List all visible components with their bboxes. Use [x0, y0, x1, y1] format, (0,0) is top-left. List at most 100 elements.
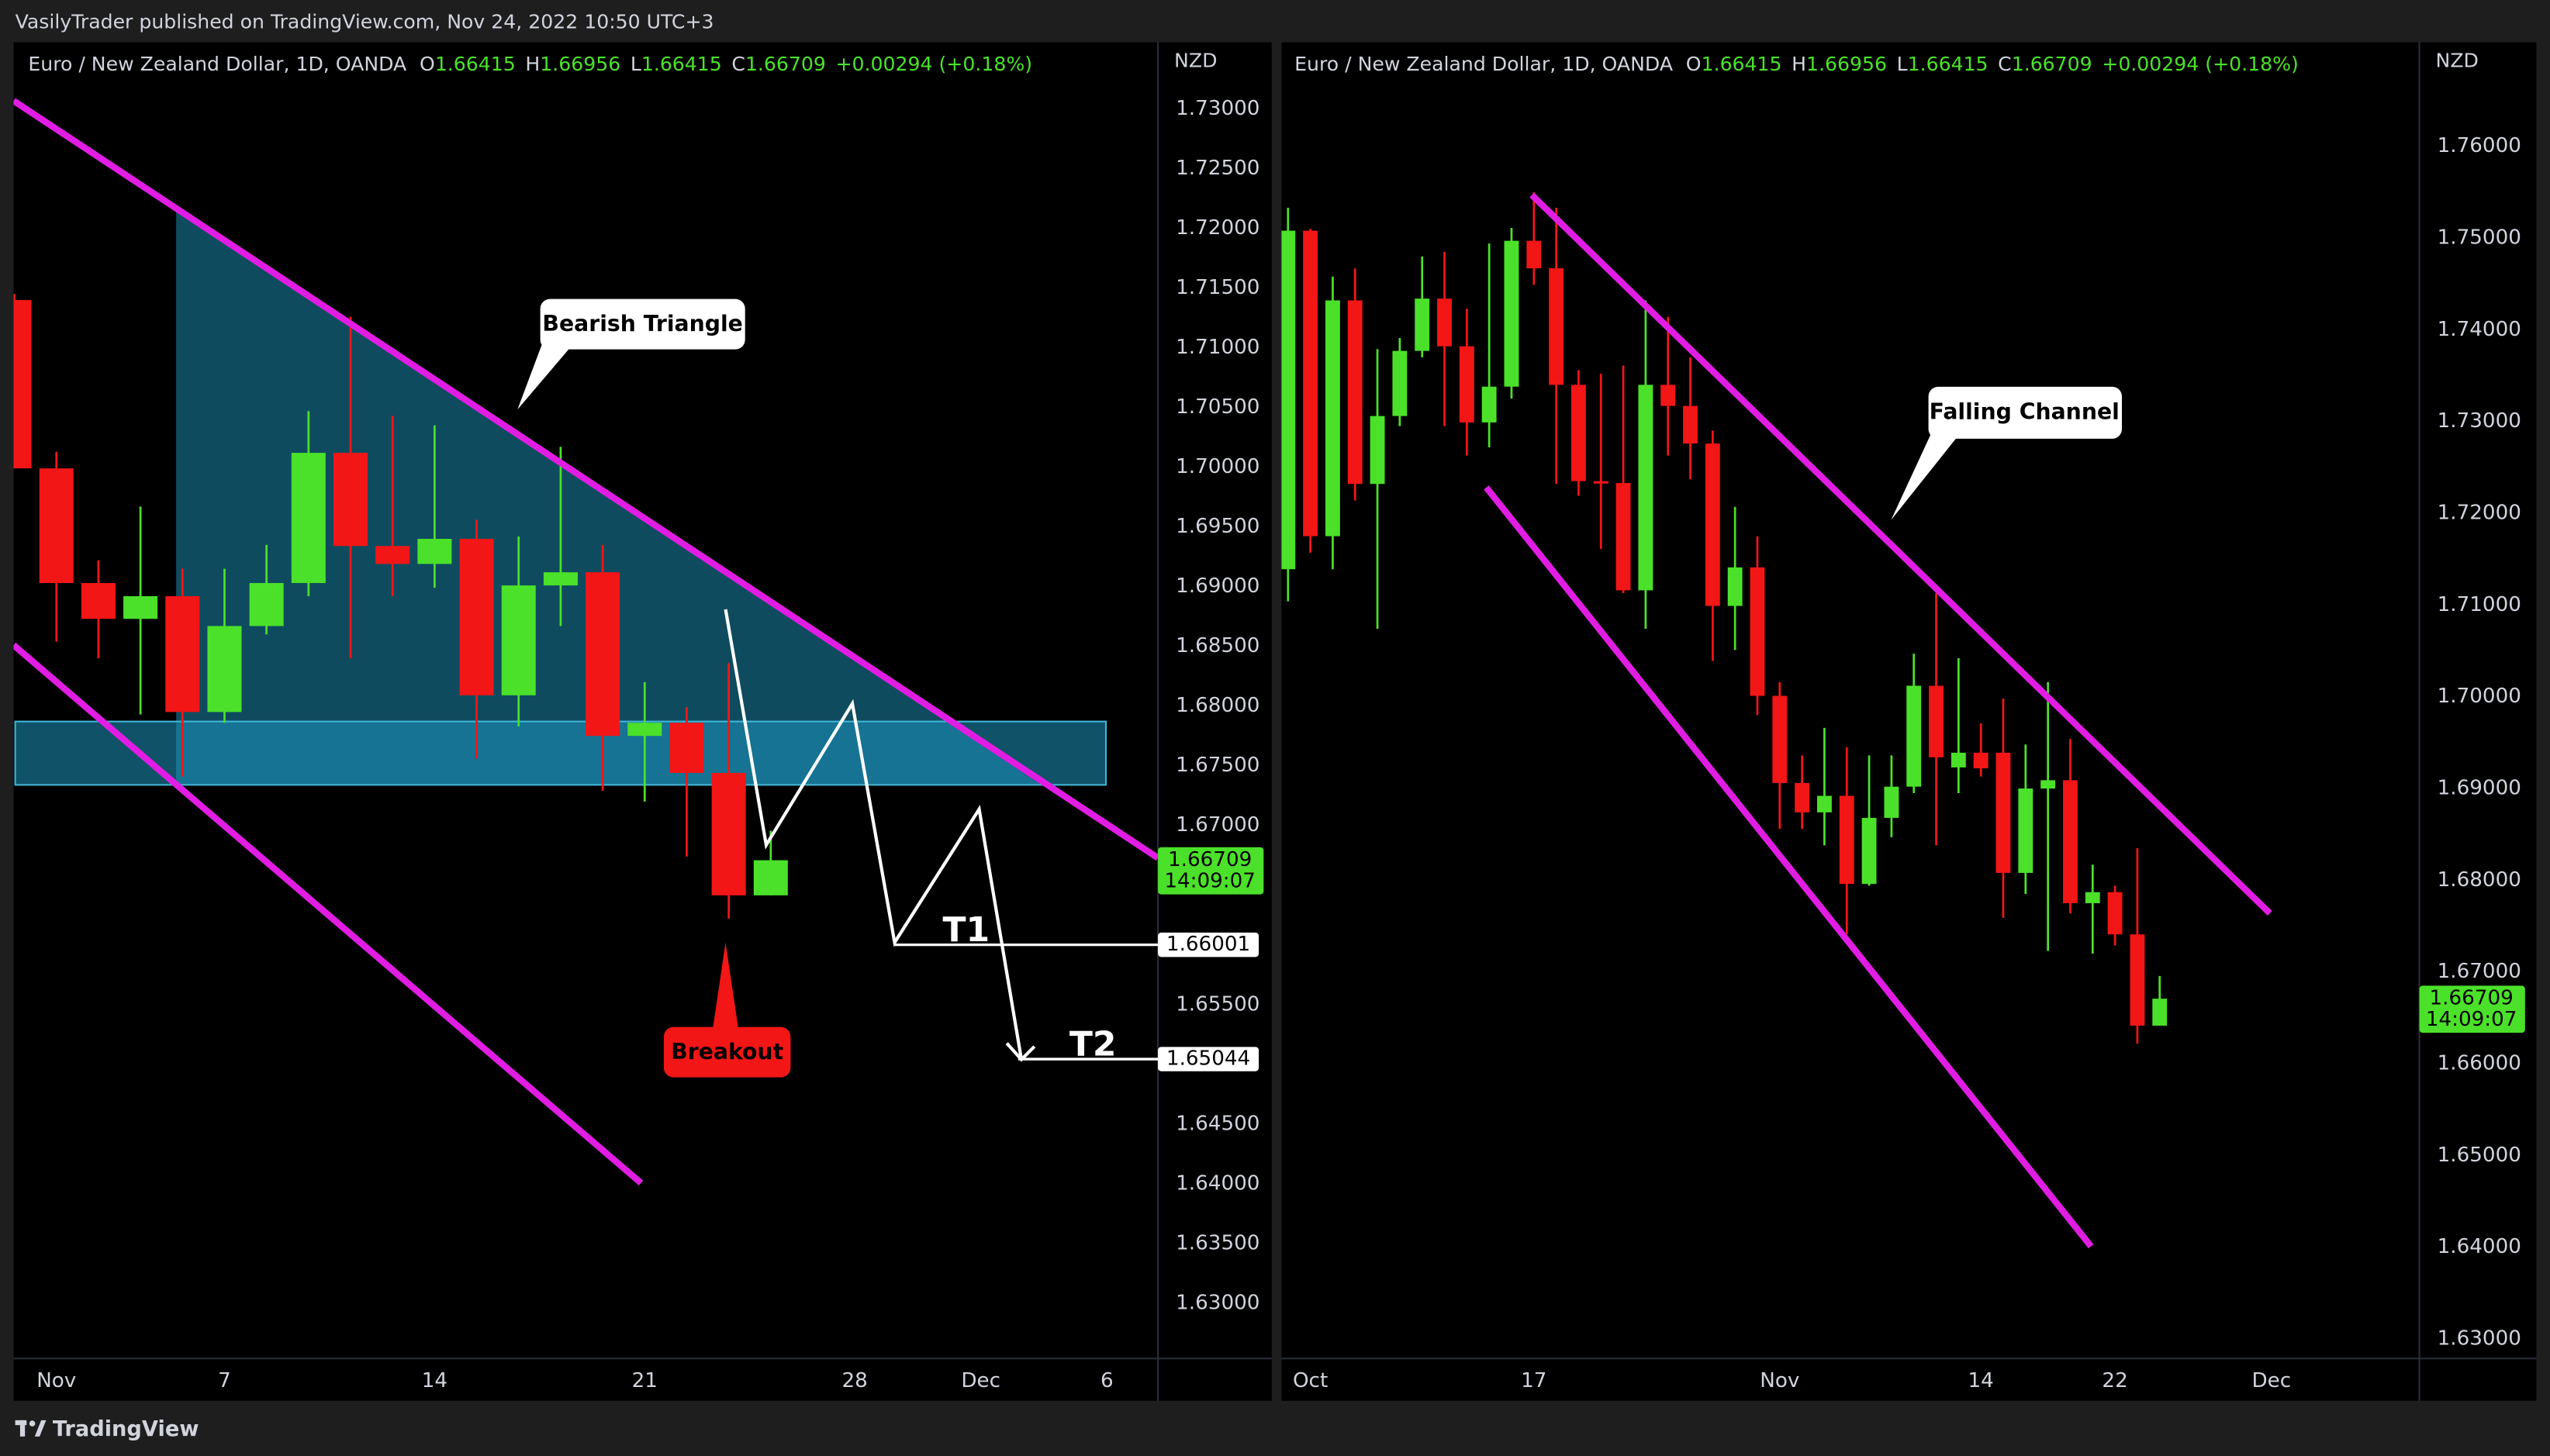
candle-body	[1303, 230, 1318, 537]
support-zone	[14, 720, 1107, 786]
candle-body	[1325, 300, 1340, 537]
legend-item: 1.66956	[540, 53, 620, 75]
logo-part	[19, 1420, 26, 1437]
y-tick-label: 1.64000	[2438, 1235, 2521, 1258]
candle-body	[165, 595, 200, 712]
publish-info: VasilyTrader published on TradingView.co…	[16, 10, 714, 33]
candle-body	[375, 546, 410, 564]
legend-item: 1.66709	[2012, 53, 2092, 75]
candle-body	[333, 453, 368, 547]
lines-left	[13, 98, 1159, 1186]
y-tick-label: 1.69500	[1176, 515, 1259, 538]
candle-body	[1884, 786, 1899, 818]
legend-item: H	[1792, 53, 1806, 75]
candle-body	[711, 772, 746, 895]
candle-body	[1817, 795, 1832, 813]
candle-body	[1839, 795, 1854, 885]
candle-body	[586, 572, 620, 737]
y-tick-label: 1.69000	[2438, 777, 2521, 800]
x-tick-label: 6	[1101, 1369, 1114, 1392]
x-tick-label: 28	[842, 1369, 868, 1392]
candle-body	[1929, 685, 1944, 757]
last-price-label: 1.66709	[1168, 848, 1252, 871]
y-tick-label: 1.64000	[1176, 1171, 1259, 1195]
legend-item: L	[1897, 53, 1908, 75]
target-name: T2	[1069, 1024, 1117, 1064]
last-price-label: 1.66709	[2429, 987, 2513, 1010]
y-tick-label: 1.69000	[1176, 574, 1259, 598]
x-tick-label: 14	[422, 1369, 447, 1392]
y-tick-label: 1.72000	[2438, 502, 2521, 525]
candle-body	[1392, 350, 1408, 416]
candle-body	[2152, 999, 2168, 1026]
candle-body	[1973, 752, 1989, 768]
bubble-falling-channel: Falling Channel	[1891, 386, 2123, 520]
y-tick-label: 1.68000	[1176, 694, 1259, 717]
y-tick-label: 1.65000	[2438, 1144, 2521, 1167]
y-tick-label: 1.63000	[1176, 1291, 1259, 1314]
y-tick-label: 1.68000	[2438, 868, 2521, 892]
x-tick-label: Dec	[961, 1369, 1000, 1392]
x-tick-label: 17	[1521, 1369, 1546, 1392]
candle-body	[1660, 385, 1676, 406]
y-tick-label: 1.65500	[1176, 992, 1259, 1016]
candle-body	[1549, 268, 1564, 385]
candle-body	[2130, 934, 2145, 1026]
x-tick-label: 7	[218, 1369, 231, 1392]
brand: TradingView	[53, 1417, 199, 1441]
candle-body	[1415, 298, 1430, 351]
y-tick-label: 1.68500	[1176, 634, 1259, 657]
x-tick-label: Nov	[36, 1369, 76, 1392]
plot-left	[13, 294, 788, 919]
y-tick-label: 1.73000	[1176, 97, 1259, 120]
y-tick-label: 1.67500	[1176, 754, 1259, 777]
trendline-upper	[13, 98, 1159, 861]
y-tick-label: 1.63000	[2438, 1327, 2521, 1351]
bubble-box	[540, 298, 745, 350]
annotation: Bearish Triangle	[542, 311, 742, 336]
y-tick-label: 1.74000	[2438, 318, 2521, 341]
legend-item: Euro / New Zealand Dollar, 1D, OANDA	[1294, 53, 1673, 75]
legend-item: 1.66709	[745, 53, 826, 75]
candle-body	[1906, 685, 1922, 787]
y-tick-label: 1.75000	[2438, 226, 2521, 250]
candle-body	[1437, 298, 1452, 347]
bubble-box	[1928, 386, 2123, 439]
target-price-label: 1.65044	[1166, 1047, 1250, 1071]
y-tick-label: 1.66000	[2438, 1052, 2521, 1075]
candle-body	[501, 585, 536, 695]
candle-body	[1370, 416, 1385, 485]
candle-body	[1459, 346, 1474, 423]
pane-legend: Euro / New Zealand Dollar, 1D, OANDA O 1.6…	[1294, 53, 2299, 75]
candle-body	[291, 453, 326, 584]
y-tick-label: 1.67000	[2438, 960, 2521, 983]
channel-upper	[1529, 192, 2272, 916]
x-tick-label: Nov	[1760, 1369, 1799, 1392]
y-tick-label: 1.64500	[1176, 1112, 1259, 1135]
annotation: Breakout	[671, 1039, 783, 1064]
candle-body	[81, 583, 116, 619]
candle-body	[627, 723, 662, 737]
candle-body	[2085, 892, 2100, 903]
y-tick-label: 1.71000	[1176, 336, 1259, 359]
x-tick-label: Dec	[2251, 1369, 2291, 1392]
lines-right	[1484, 192, 2272, 1249]
legend-item: 1.66956	[1806, 53, 1887, 75]
candle-body	[1570, 385, 1586, 481]
projection-path	[724, 609, 1024, 1060]
countdown-label: 14:09:07	[2426, 1008, 2517, 1031]
candle-body	[1727, 567, 1743, 606]
candle-body	[753, 860, 788, 895]
target-price-label: 1.66001	[1166, 933, 1250, 956]
candle-body	[1593, 481, 1608, 484]
legend-item: O	[1686, 53, 1702, 75]
y-tick-label: 1.63500	[1176, 1231, 1259, 1254]
candle-body	[1615, 482, 1631, 591]
legend-item: L	[631, 53, 641, 75]
candle-body	[543, 572, 578, 586]
y-tick-label: 1.71000	[2438, 593, 2521, 616]
candle-body	[1772, 695, 1788, 783]
candle-body	[1995, 752, 2011, 873]
legend-item: H	[525, 53, 540, 75]
bubble-breakout: Breakout	[663, 942, 791, 1078]
